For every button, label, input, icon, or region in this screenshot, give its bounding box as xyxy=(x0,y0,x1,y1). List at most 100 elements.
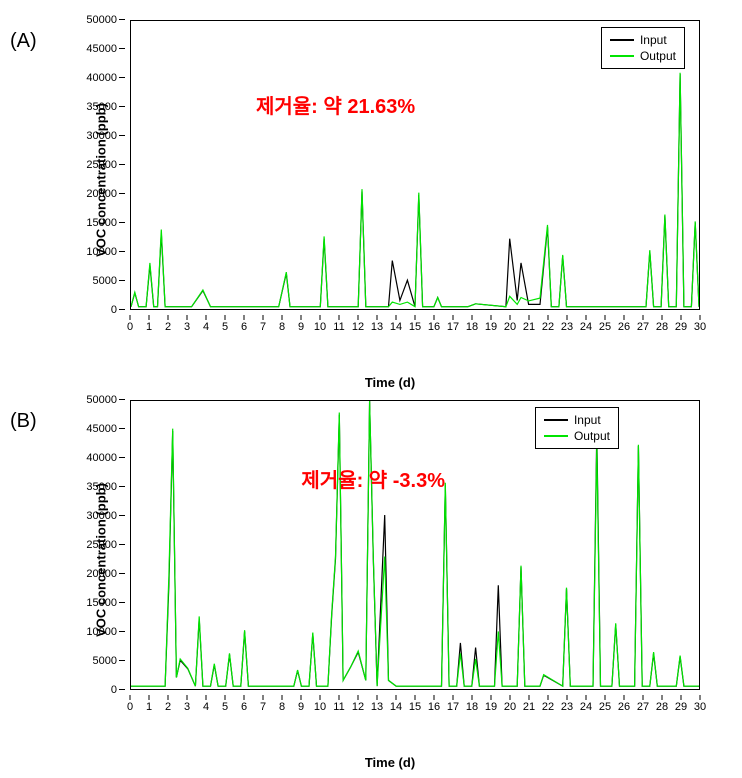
x-tick-label: 23 xyxy=(561,321,573,333)
x-tick-label: 29 xyxy=(675,321,687,333)
y-tick-label: 50000 xyxy=(72,14,117,26)
x-tick-label: 22 xyxy=(542,321,554,333)
removal-value: 21.63% xyxy=(347,96,415,118)
y-tick-label: 40000 xyxy=(72,72,117,84)
x-tick-label: 30 xyxy=(694,701,706,713)
x-tick-label: 26 xyxy=(618,701,630,713)
y-tick-label: 0 xyxy=(72,684,117,696)
legend-line-icon xyxy=(544,435,568,437)
panel-a-y-ticks: 0500010000150002000025000300003500040000… xyxy=(70,20,125,310)
removal-prefix: 제거율: 약 xyxy=(301,470,392,492)
legend-label: Output xyxy=(574,429,610,443)
x-tick-label: 24 xyxy=(580,701,592,713)
x-tick-label: 16 xyxy=(428,701,440,713)
legend-line-icon xyxy=(544,419,568,421)
panel-a-x-label: Time (d) xyxy=(365,375,415,390)
panel-a-x-ticks: 0123456789101112131415161718192021222324… xyxy=(130,315,700,350)
x-tick-label: 7 xyxy=(260,321,266,333)
x-tick-label: 13 xyxy=(371,321,383,333)
legend-item: Input xyxy=(610,32,676,48)
y-tick-label: 30000 xyxy=(72,130,117,142)
x-tick-label: 19 xyxy=(485,701,497,713)
y-tick-label: 15000 xyxy=(72,217,117,229)
x-tick-label: 2 xyxy=(165,321,171,333)
x-tick-label: 28 xyxy=(656,321,668,333)
panel-a-chart: VOC concentration (ppb) 0500010000150002… xyxy=(70,10,710,350)
x-tick-label: 28 xyxy=(656,701,668,713)
removal-value: -3.3% xyxy=(393,470,445,492)
legend-item: Output xyxy=(544,428,610,444)
legend-item: Input xyxy=(544,412,610,428)
y-tick-label: 35000 xyxy=(72,101,117,113)
x-tick-label: 5 xyxy=(222,321,228,333)
x-tick-label: 18 xyxy=(466,701,478,713)
y-tick-label: 45000 xyxy=(72,43,117,55)
x-tick-label: 17 xyxy=(447,321,459,333)
legend-label: Input xyxy=(574,413,601,427)
y-tick-label: 40000 xyxy=(72,452,117,464)
x-tick-label: 9 xyxy=(298,701,304,713)
legend-item: Output xyxy=(610,48,676,64)
x-tick-label: 27 xyxy=(637,321,649,333)
x-tick-label: 25 xyxy=(599,701,611,713)
x-tick-label: 22 xyxy=(542,701,554,713)
x-tick-label: 30 xyxy=(694,321,706,333)
y-tick-label: 0 xyxy=(72,304,117,316)
y-tick-label: 20000 xyxy=(72,568,117,580)
y-tick-label: 25000 xyxy=(72,159,117,171)
panel-b-x-ticks: 0123456789101112131415161718192021222324… xyxy=(130,695,700,730)
y-tick-label: 5000 xyxy=(72,655,117,667)
panel-b-x-label: Time (d) xyxy=(365,755,415,770)
x-tick-label: 27 xyxy=(637,701,649,713)
x-tick-label: 10 xyxy=(314,321,326,333)
x-tick-label: 13 xyxy=(371,701,383,713)
x-tick-label: 8 xyxy=(279,321,285,333)
x-tick-label: 14 xyxy=(390,321,402,333)
x-tick-label: 20 xyxy=(504,321,516,333)
y-tick-label: 10000 xyxy=(72,246,117,258)
x-tick-label: 10 xyxy=(314,701,326,713)
y-tick-label: 5000 xyxy=(72,275,117,287)
panel-b-label: (B) xyxy=(10,410,37,433)
x-tick-label: 21 xyxy=(523,701,535,713)
legend-label: Input xyxy=(640,33,667,47)
y-tick-label: 10000 xyxy=(72,626,117,638)
panel-b-y-ticks: 0500010000150002000025000300003500040000… xyxy=(70,400,125,690)
x-tick-label: 11 xyxy=(333,321,344,333)
legend-label: Output xyxy=(640,49,676,63)
x-tick-label: 25 xyxy=(599,321,611,333)
x-tick-label: 19 xyxy=(485,321,497,333)
x-tick-label: 18 xyxy=(466,321,478,333)
x-tick-label: 23 xyxy=(561,701,573,713)
panel-b-removal-text: 제거율: 약 -3.3% xyxy=(301,464,445,493)
x-tick-label: 5 xyxy=(222,701,228,713)
x-tick-label: 6 xyxy=(241,701,247,713)
x-tick-label: 8 xyxy=(279,701,285,713)
x-tick-label: 7 xyxy=(260,701,266,713)
x-tick-label: 21 xyxy=(523,321,535,333)
x-tick-label: 3 xyxy=(184,701,190,713)
panel-a-removal-text: 제거율: 약 21.63% xyxy=(256,90,415,119)
x-tick-label: 3 xyxy=(184,321,190,333)
panel-a-label: (A) xyxy=(10,30,37,53)
panel-a-legend: Input Output xyxy=(601,27,685,69)
panel-b: (B) VOC concentration (ppb) 050001000015… xyxy=(10,390,730,730)
y-tick-label: 20000 xyxy=(72,188,117,200)
x-tick-label: 6 xyxy=(241,321,247,333)
x-tick-label: 15 xyxy=(409,701,421,713)
x-tick-label: 12 xyxy=(352,321,364,333)
removal-prefix: 제거율: 약 xyxy=(256,96,347,118)
panel-a-plot: 제거율: 약 21.63% Input Output xyxy=(130,20,700,310)
x-tick-label: 29 xyxy=(675,701,687,713)
x-tick-label: 15 xyxy=(409,321,421,333)
legend-line-icon xyxy=(610,55,634,57)
x-tick-label: 9 xyxy=(298,321,304,333)
legend-line-icon xyxy=(610,39,634,41)
panel-b-legend: Input Output xyxy=(535,407,619,449)
x-tick-label: 1 xyxy=(146,321,152,333)
y-tick-label: 45000 xyxy=(72,423,117,435)
panel-b-chart: VOC concentration (ppb) 0500010000150002… xyxy=(70,390,710,730)
panel-b-plot: 제거율: 약 -3.3% Input Output xyxy=(130,400,700,690)
y-tick-label: 35000 xyxy=(72,481,117,493)
x-tick-label: 20 xyxy=(504,701,516,713)
